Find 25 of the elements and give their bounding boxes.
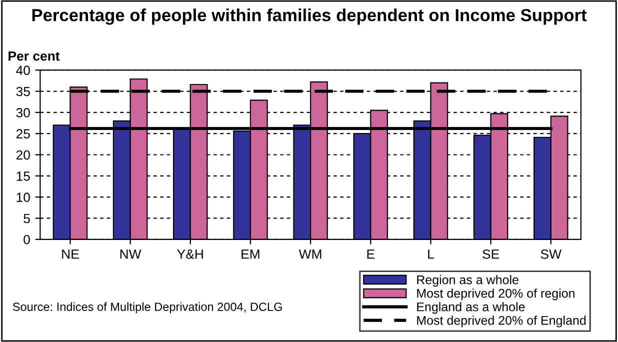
x-tick-label: L [428, 250, 434, 259]
legend-label: Most deprived 20% of region [417, 288, 574, 300]
x-tick-label: Y&H [177, 250, 203, 259]
y-tick-label: 35 [16, 86, 30, 96]
legend-label: Region as a whole [417, 275, 518, 287]
x-tick-label: SE [482, 249, 500, 259]
y-tick-label: 0 [24, 234, 30, 244]
legend-label: Most deprived 20% of England [417, 316, 586, 328]
y-tick-label: 25 [16, 129, 30, 139]
x-tick-label: SW [540, 249, 562, 259]
y-tick-label: 20 [16, 150, 30, 160]
x-tick-label: WM [298, 250, 322, 259]
x-tick-label: NE [62, 250, 79, 259]
x-tick-label: NW [120, 250, 142, 259]
x-tick-label: EM [242, 250, 260, 259]
y-tick-label: 30 [16, 108, 30, 118]
y-tick-label: 15 [16, 172, 30, 181]
chart-title: Percentage of people within families dependent on Income Support [32, 8, 587, 25]
y-tick-label: 10 [16, 192, 30, 202]
source-note: Source: Indices of Multiple Deprivation 2004, DCLG [12, 302, 282, 314]
x-tick-label: E [367, 250, 374, 259]
y-tick-label: 40 [16, 66, 30, 76]
y-tick-label: 5 [24, 214, 30, 224]
y-axis-title: Per cent [8, 52, 60, 61]
legend-label: England as a whole [417, 302, 525, 314]
